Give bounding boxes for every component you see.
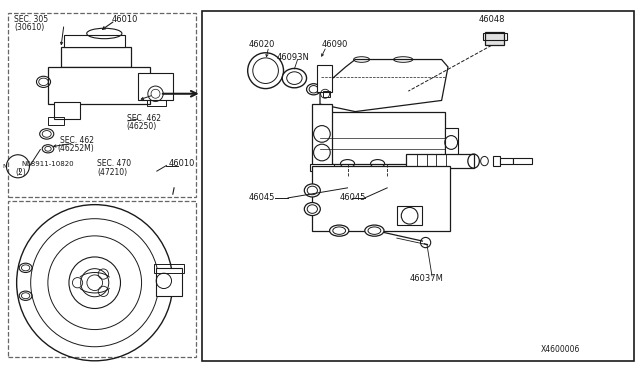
Bar [483,33,507,40]
Bar [500,158,513,164]
Bar [312,166,450,231]
Bar [64,35,125,46]
Text: 46045: 46045 [248,193,275,202]
Ellipse shape [365,225,384,236]
Text: 46010: 46010 [112,15,138,24]
Bar [513,158,532,164]
Bar [323,91,330,97]
Bar [202,11,634,361]
Text: 46093N: 46093N [276,53,309,62]
Text: N: N [2,164,6,169]
Text: 46090: 46090 [321,40,348,49]
Text: 46045: 46045 [339,193,365,202]
Text: (47210): (47210) [97,168,127,177]
Bar [317,65,332,92]
Text: (30610): (30610) [14,23,44,32]
Text: (46252M): (46252M) [58,144,94,153]
Text: X4600006: X4600006 [541,345,580,354]
Bar [485,32,504,45]
Ellipse shape [330,225,349,236]
Text: N08911-10820: N08911-10820 [22,161,74,167]
Bar [397,206,422,225]
Bar [310,164,334,171]
Circle shape [248,53,284,89]
Text: SEC. 305: SEC. 305 [14,15,48,24]
Text: 46037M: 46037M [410,274,444,283]
Ellipse shape [340,176,355,188]
Bar [312,104,332,169]
Bar [320,112,445,164]
Bar [147,100,166,106]
Polygon shape [320,60,448,112]
Text: (2): (2) [15,168,26,177]
Text: SEC. 462: SEC. 462 [60,136,94,145]
Ellipse shape [380,176,395,188]
Bar [61,46,131,67]
Text: SEC. 462: SEC. 462 [127,114,161,123]
Ellipse shape [304,202,320,216]
Ellipse shape [287,72,302,84]
Text: 46010: 46010 [168,159,195,168]
Text: SEC. 470: SEC. 470 [97,159,131,168]
Bar [493,156,500,166]
Bar [138,73,173,100]
Bar [54,102,80,119]
Bar [156,268,182,296]
Bar [8,201,196,357]
Bar [8,13,196,197]
Bar [48,67,150,104]
Bar [445,128,458,156]
Text: (46250): (46250) [127,122,157,131]
Bar [48,117,64,125]
Ellipse shape [282,68,307,88]
Bar [406,154,474,168]
Ellipse shape [304,184,320,197]
Text: 46048: 46048 [479,15,505,24]
Text: 46020: 46020 [248,40,275,49]
Bar [154,264,184,273]
